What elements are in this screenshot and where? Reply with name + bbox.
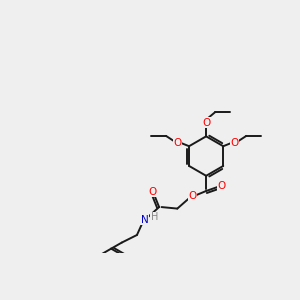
Text: O: O — [148, 187, 157, 197]
Text: O: O — [202, 118, 210, 128]
Text: O: O — [231, 138, 239, 148]
Text: H: H — [151, 212, 158, 222]
Text: O: O — [173, 138, 182, 148]
Text: N: N — [141, 215, 148, 225]
Text: O: O — [188, 191, 196, 201]
Text: O: O — [218, 181, 226, 190]
